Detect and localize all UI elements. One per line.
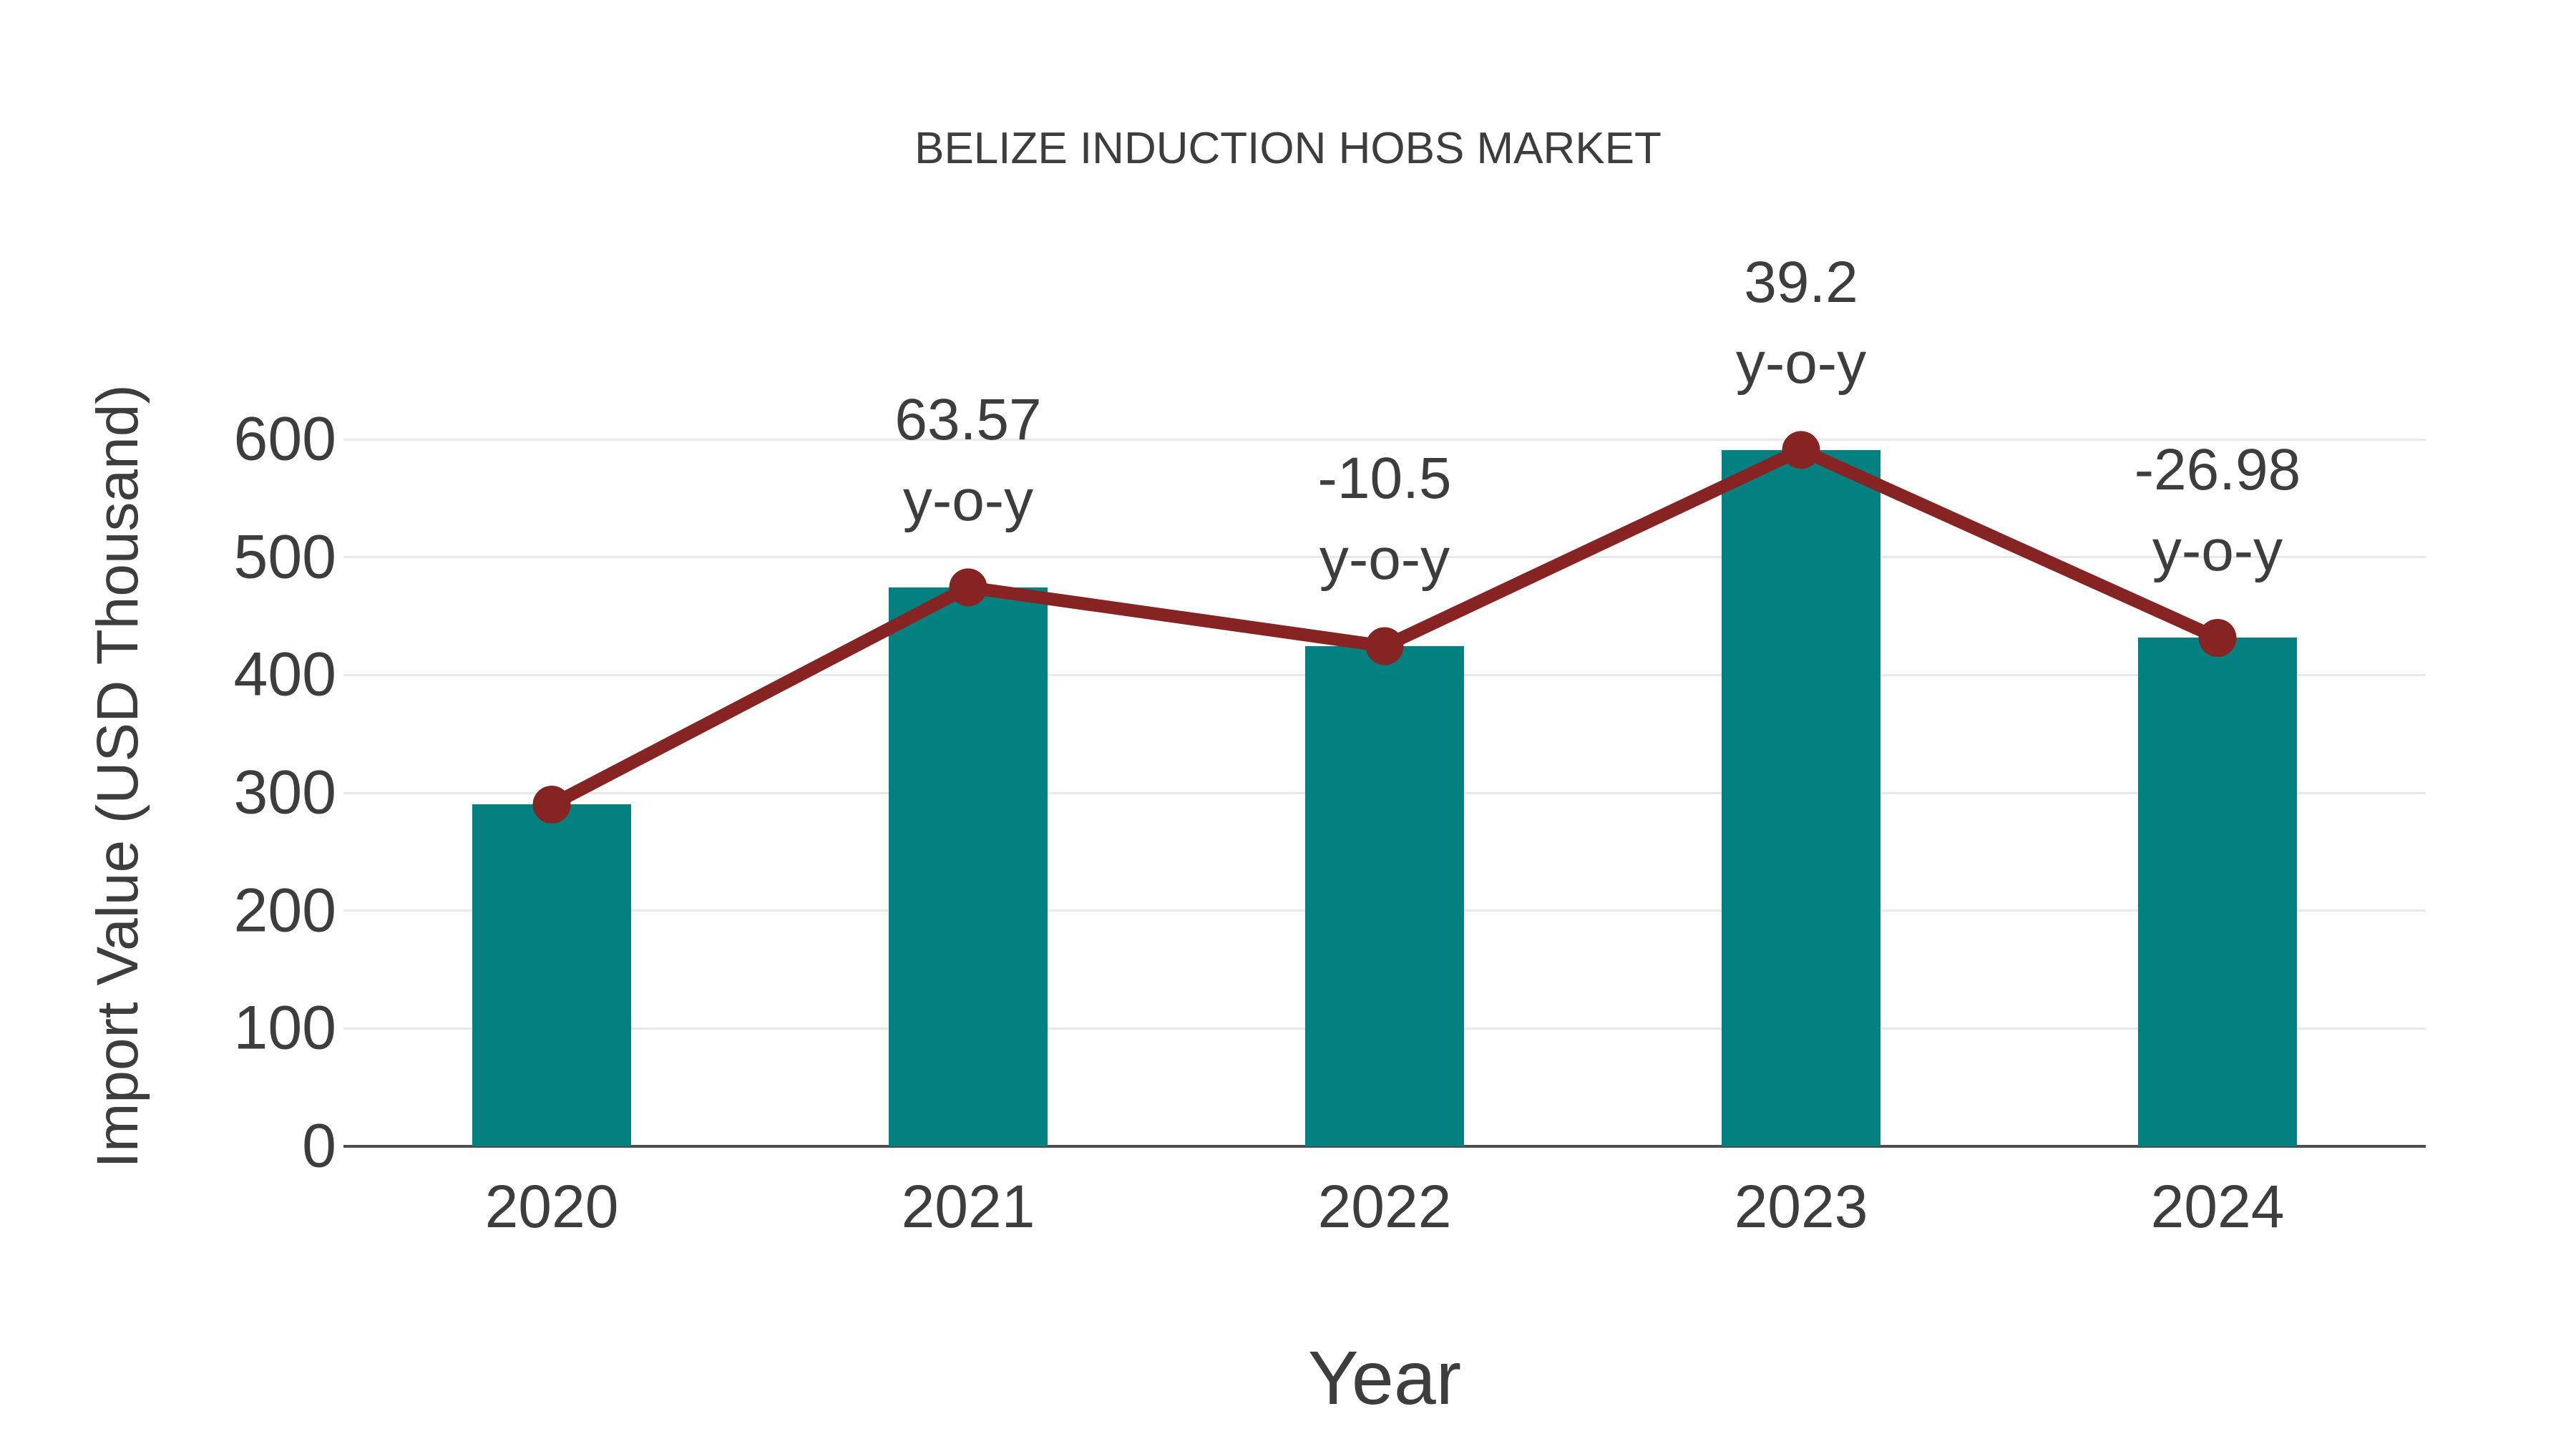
yoy-annotation-line-1: 63.57 <box>894 386 1042 452</box>
bar-2021 <box>889 587 1048 1146</box>
y-tick-label-500: 500 <box>233 522 337 592</box>
yoy-annotation-2021: 63.57 y-o-y <box>894 379 1041 541</box>
bar-2020 <box>472 804 631 1146</box>
chart-title: BELIZE INDUCTION HOBS MARKET <box>914 124 1662 173</box>
plot-area: 63.57 y-o-y -10.5 y-o-y 39.2 y-o-y -26.98 y-o-y <box>343 250 2426 1148</box>
yoy-annotation-line-2: y-o-y <box>1319 527 1450 592</box>
yoy-marker-2021 <box>949 568 987 607</box>
x-tick-label-2020: 2020 <box>484 1173 619 1240</box>
yoy-marker-2022 <box>1365 627 1404 665</box>
bar-2024 <box>2138 638 2297 1146</box>
y-tick-label-300: 300 <box>233 758 337 827</box>
yoy-annotation-2023: 39.2 y-o-y <box>1736 242 1866 404</box>
y-tick-label-100: 100 <box>233 993 337 1063</box>
yoy-marker-2020 <box>532 785 571 824</box>
x-axis-label: Year <box>1307 1336 1462 1420</box>
yoy-annotation-line-1: 39.2 <box>1744 249 1858 315</box>
x-axis-line <box>343 1145 2426 1148</box>
yoy-line-layer <box>532 431 2237 824</box>
y-tick-label-600: 600 <box>233 404 337 474</box>
x-tick-label-2022: 2022 <box>1317 1173 1452 1240</box>
x-tick-label-2024: 2024 <box>2150 1173 2285 1240</box>
yoy-annotation-line-1: -26.98 <box>2134 437 2301 503</box>
yoy-annotation-2024: -26.98 y-o-y <box>2135 429 2301 591</box>
yoy-annotation-line-2: y-o-y <box>2152 518 2283 584</box>
gridline-y-600 <box>343 438 2426 441</box>
y-tick-label-0: 0 <box>302 1111 336 1181</box>
bar-2022 <box>1305 646 1464 1146</box>
yoy-annotation-2022: -10.5 y-o-y <box>1318 438 1452 600</box>
yoy-annotation-line-2: y-o-y <box>1735 330 1867 396</box>
y-tick-label-200: 200 <box>233 876 337 945</box>
x-tick-label-2021: 2021 <box>901 1173 1035 1240</box>
yoy-marker-2024 <box>2198 618 2237 657</box>
yoy-marker-2023 <box>1782 431 1820 469</box>
yoy-annotation-line-2: y-o-y <box>902 467 1034 533</box>
gridline-y-500 <box>343 556 2426 559</box>
y-axis-label: Import Value (USD Thousand) <box>85 384 150 1169</box>
yoy-annotation-line-1: -10.5 <box>1317 446 1452 511</box>
y-tick-label-400: 400 <box>233 640 337 709</box>
bar-2023 <box>1722 449 1880 1146</box>
x-tick-label-2023: 2023 <box>1734 1173 1868 1240</box>
